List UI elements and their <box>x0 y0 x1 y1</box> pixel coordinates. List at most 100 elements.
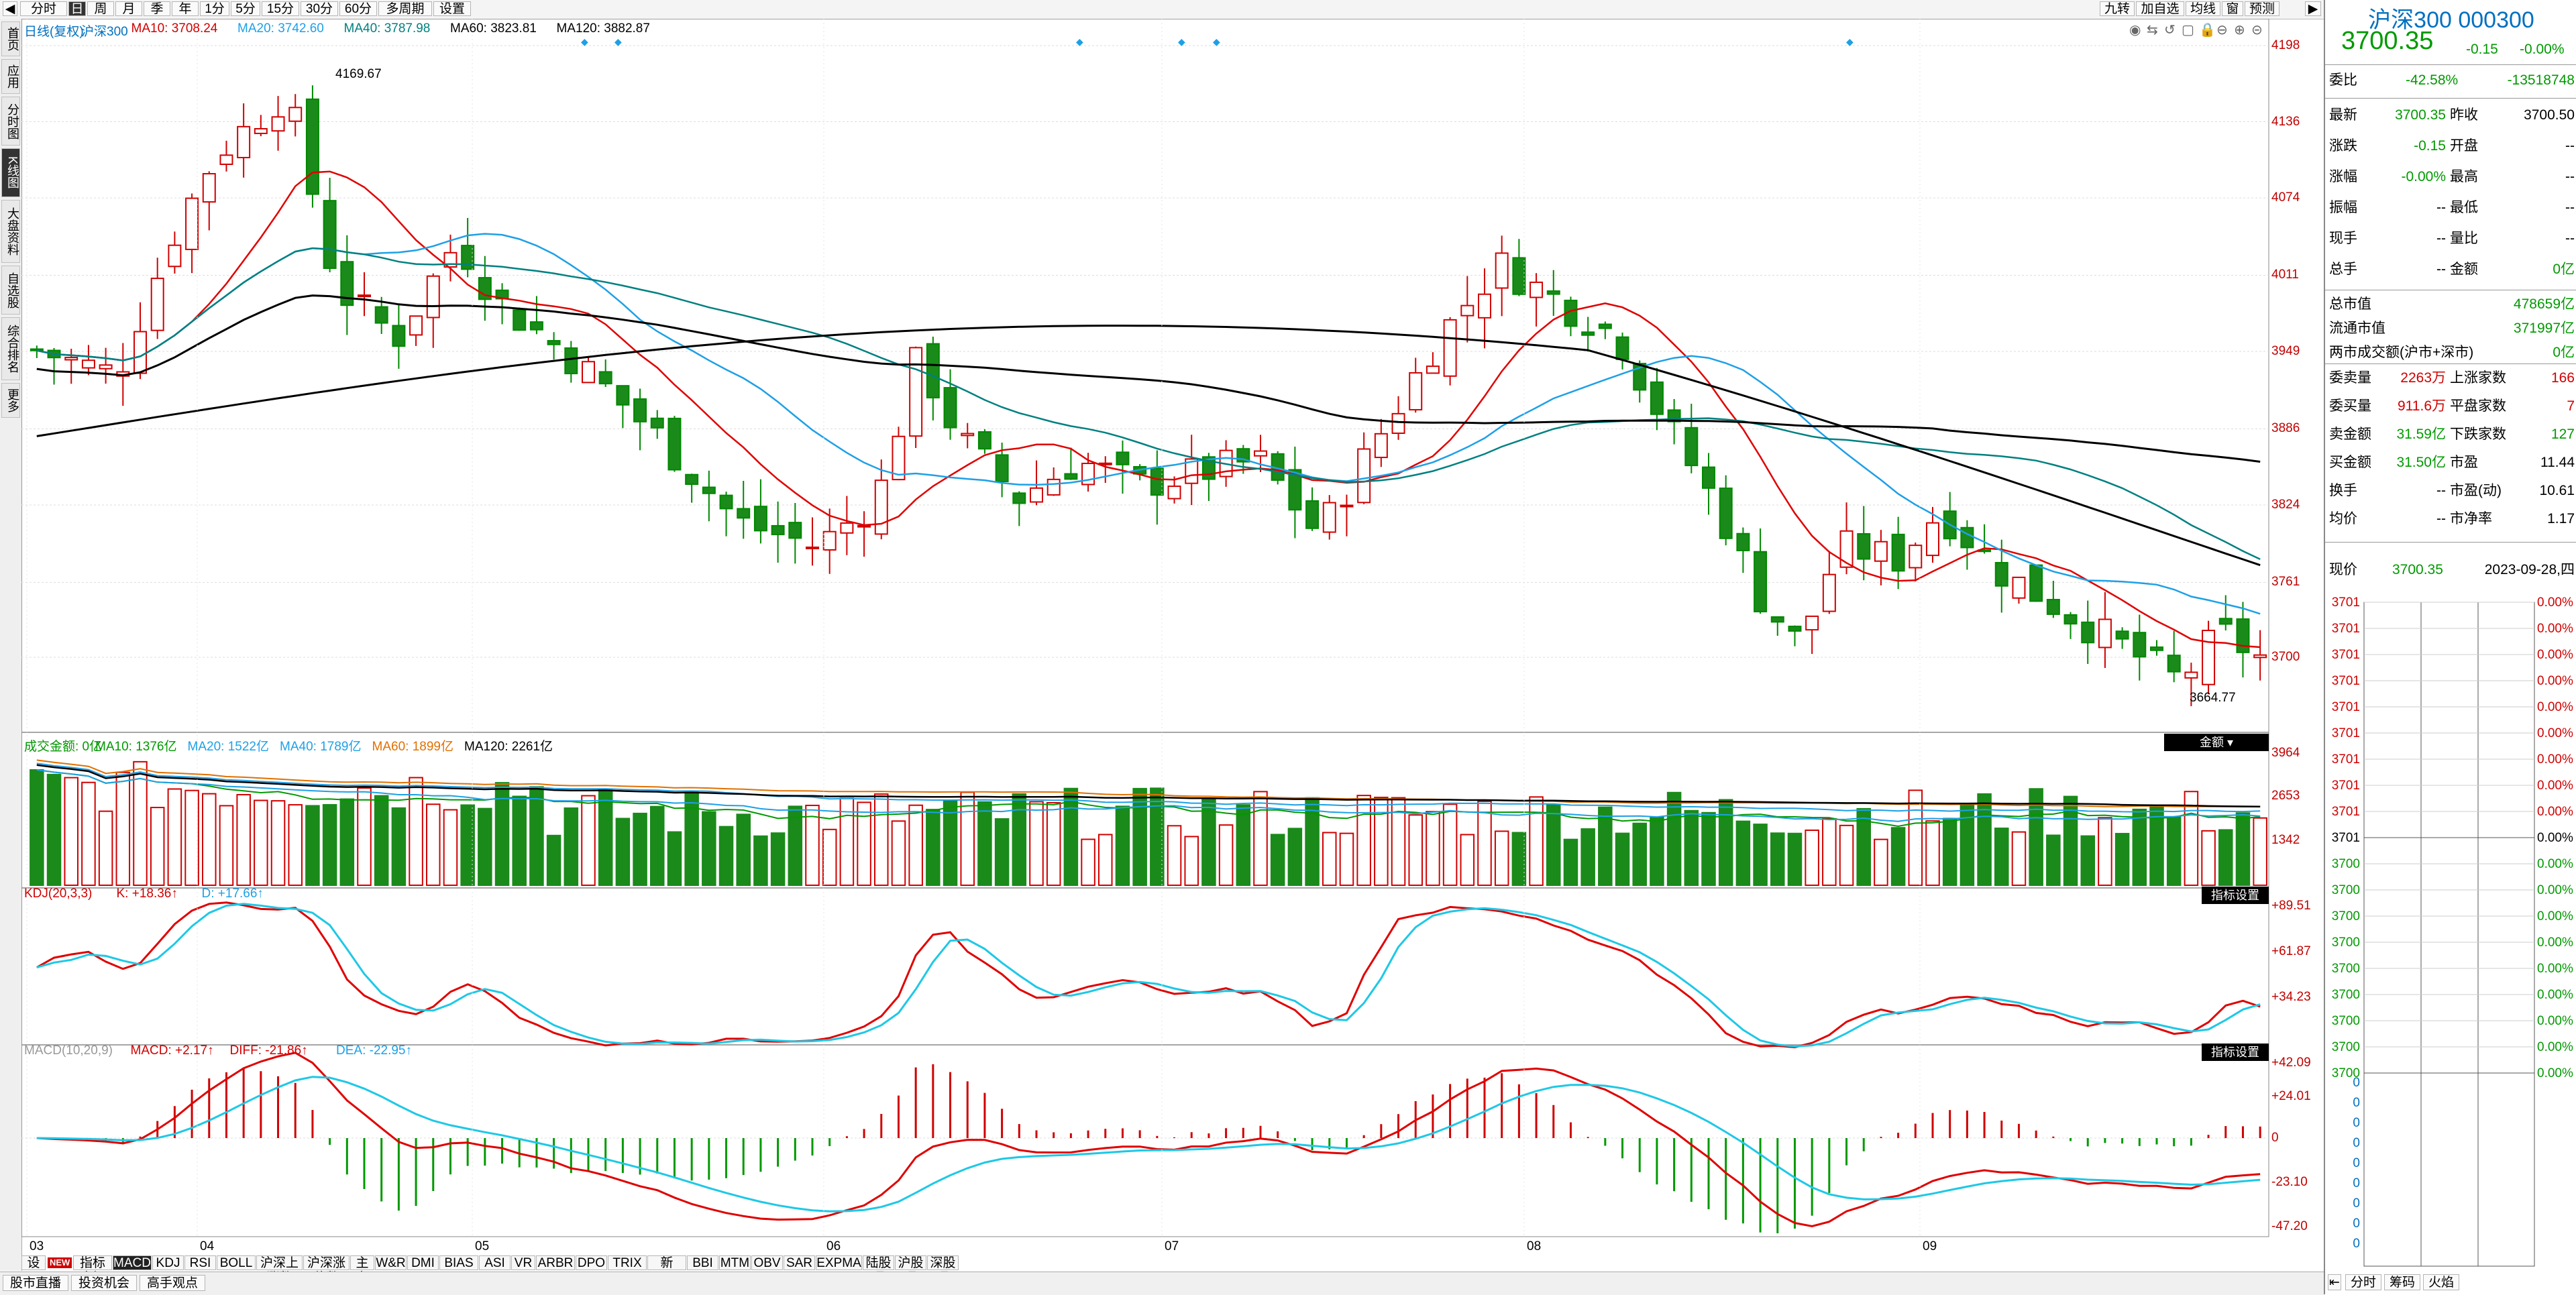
candle <box>1719 487 1733 539</box>
collapse-right-button[interactable]: ▶ <box>2305 1 2321 16</box>
period-12-button[interactable]: 设置 <box>433 1 471 16</box>
tool-4-button[interactable]: 预测 <box>2245 1 2279 16</box>
period-0-button[interactable]: 分时 <box>20 1 67 16</box>
candle <box>2253 654 2267 659</box>
indicator-tab-20[interactable]: MTM <box>719 1255 751 1270</box>
candle <box>650 417 664 429</box>
collapse-panel-button[interactable]: ⇤ <box>2328 1274 2341 1290</box>
svg-text:0.00%: 0.00% <box>2537 648 2573 662</box>
indicator-tab-13[interactable]: ASI <box>479 1255 511 1270</box>
zoom-out-icon[interactable]: ⊖ <box>2216 23 2228 38</box>
quote-row-0: 最新 3700.35 昨收 3700.50 <box>2329 107 2575 123</box>
candle <box>461 245 475 270</box>
left-tab-1[interactable]: 应用 <box>1 59 20 94</box>
tool-3-button[interactable]: 窗 <box>2222 1 2243 16</box>
indicator-tab-26[interactable]: 深股通 <box>927 1255 959 1285</box>
status-btn-2[interactable]: 高手观点 <box>140 1275 205 1291</box>
svg-text:3701: 3701 <box>2332 752 2360 767</box>
candle <box>788 522 802 539</box>
indicator-tab-24[interactable]: 陆股通 <box>863 1255 894 1285</box>
period-9-button[interactable]: 30分 <box>301 1 338 16</box>
collapse-left-button[interactable]: ◀ <box>3 1 17 16</box>
volume-bar <box>374 795 389 886</box>
indicator-tab-2[interactable]: 指标广场 <box>73 1255 112 1285</box>
undo-icon[interactable]: ↺ <box>2164 23 2176 38</box>
volume-bar <box>1150 787 1165 886</box>
lock-icon[interactable]: 🔒 <box>2199 23 2216 38</box>
candle <box>99 364 113 370</box>
period-3-button[interactable]: 月 <box>115 1 142 16</box>
volume-bar <box>1132 787 1147 886</box>
period-5-button[interactable]: 年 <box>172 1 199 16</box>
svg-text:3700: 3700 <box>2332 962 2360 976</box>
indicator-tab-7[interactable]: 沪深上涨数 <box>256 1255 303 1285</box>
period-4-button[interactable]: 季 <box>144 1 170 16</box>
indicator-tab-5[interactable]: RSI <box>184 1255 216 1270</box>
left-tab-3[interactable]: K线图 <box>1 148 20 197</box>
panel-tab-2[interactable]: 火焰 <box>2423 1274 2459 1290</box>
candle <box>1994 561 2008 587</box>
volume-bar <box>1701 811 1716 887</box>
indicator-tab-22[interactable]: SAR <box>784 1255 815 1270</box>
new-badge: NEW <box>48 1257 72 1268</box>
square-icon[interactable]: ▢ <box>2182 23 2194 38</box>
indicator-tab-18[interactable]: 新DMA <box>647 1255 686 1285</box>
book-row-2: 卖金额 31.59亿 下跌家数 127 <box>2329 427 2575 442</box>
volume-bar <box>426 803 441 886</box>
indicator-tab-6[interactable]: BOLL <box>217 1255 256 1270</box>
left-tab-4[interactable]: 大盘资料 <box>1 200 20 263</box>
indicator-tab-4[interactable]: KDJ <box>152 1255 184 1270</box>
left-tab-5[interactable]: 自选股 <box>1 266 20 315</box>
left-tab-0[interactable]: 首页 <box>1 21 20 56</box>
indicator-tab-10[interactable]: W&R <box>375 1255 407 1270</box>
panel-tab-0[interactable]: 分时 <box>2345 1274 2381 1290</box>
indicator-tab-15[interactable]: ARBR <box>536 1255 575 1270</box>
tool-0-button[interactable]: 九转 <box>2100 1 2135 16</box>
indicator-tab-12[interactable]: BIAS <box>439 1255 478 1270</box>
left-tab-2[interactable]: 分时图 <box>1 97 20 146</box>
period-6-button[interactable]: 1分 <box>200 1 229 16</box>
period-10-button[interactable]: 60分 <box>339 1 377 16</box>
arrows-icon[interactable]: ⇆ <box>2147 23 2158 38</box>
period-2-button[interactable]: 周 <box>87 1 114 16</box>
volume-bar <box>718 826 734 886</box>
indicator-tab-11[interactable]: DMI <box>407 1255 439 1270</box>
period-7-button[interactable]: 5分 <box>231 1 260 16</box>
indicator-tab-23[interactable]: EXPMA <box>816 1255 862 1270</box>
candle <box>2150 646 2163 651</box>
candle <box>1770 616 1784 623</box>
period-11-button[interactable]: 多周期 <box>378 1 432 16</box>
indicator-tab-3[interactable]: MACD <box>113 1255 152 1270</box>
macd-dea-line <box>36 1076 2261 1213</box>
volume-bar <box>1477 800 1492 886</box>
svg-text:0.00%: 0.00% <box>2537 674 2573 688</box>
tool-2-button[interactable]: 均线 <box>2186 1 2220 16</box>
indicator-tab-9[interactable]: 主力 <box>350 1255 374 1285</box>
indicator-tab-25[interactable]: 沪股通 <box>895 1255 926 1285</box>
tool-1-button[interactable]: 加自选 <box>2136 1 2184 16</box>
minus-icon[interactable]: ⊝ <box>2251 23 2263 38</box>
zoom-in-icon[interactable]: ⊕ <box>2234 23 2245 38</box>
period-8-button[interactable]: 15分 <box>262 1 299 16</box>
status-btn-0[interactable]: 股市直播 <box>3 1275 68 1291</box>
eye-icon[interactable]: ◉ <box>2129 23 2141 38</box>
panel-tab-1[interactable]: 筹码 <box>2384 1274 2420 1290</box>
indicator-tab-21[interactable]: OBV <box>751 1255 783 1270</box>
candle <box>2133 632 2147 658</box>
kline-chart[interactable] <box>21 19 2324 1255</box>
candle <box>1460 304 1474 317</box>
candle <box>2012 576 2026 599</box>
left-tab-6[interactable]: 综合排名 <box>1 317 20 380</box>
candle <box>1185 458 1199 484</box>
indicator-tab-8[interactable]: 沪深涨停数 <box>303 1255 350 1285</box>
indicator-tab-16[interactable]: DPO <box>576 1255 607 1270</box>
candle <box>64 357 78 361</box>
indicator-tab-0[interactable]: 设置 <box>21 1255 46 1285</box>
indicator-tab-17[interactable]: TRIX <box>608 1255 647 1270</box>
indicator-tab-14[interactable]: VR <box>511 1255 535 1270</box>
left-tab-7[interactable]: 更多 <box>1 383 20 418</box>
volume-bar <box>994 818 1010 887</box>
status-btn-1[interactable]: 投资机会 <box>71 1275 137 1291</box>
indicator-tab-19[interactable]: BBI <box>687 1255 718 1270</box>
period-1-button[interactable]: 日 <box>68 1 86 16</box>
